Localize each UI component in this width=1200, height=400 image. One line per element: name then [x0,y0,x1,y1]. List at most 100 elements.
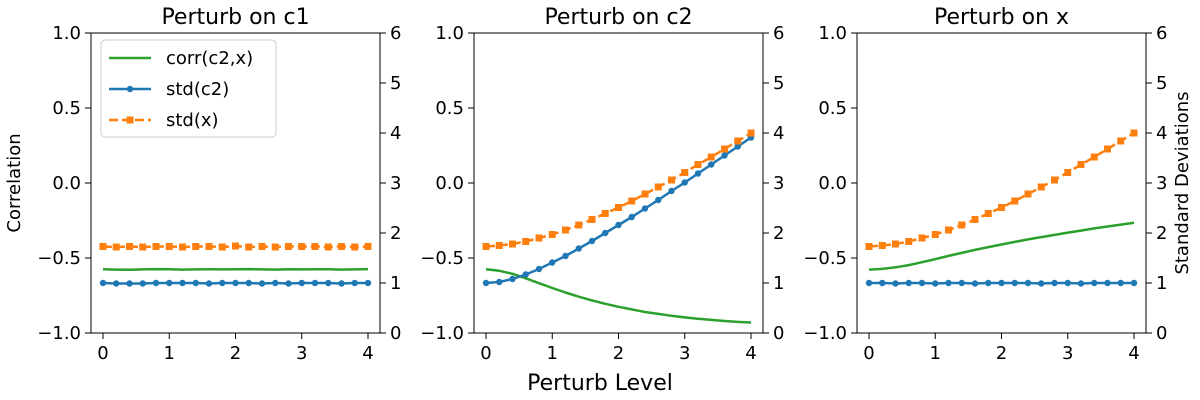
data-point-std-x [707,153,715,161]
x-tick-label: 0 [97,343,108,364]
data-point-std-x [984,210,992,217]
right-y-tick-label: 0 [390,323,401,344]
plot-frame [856,32,1147,334]
data-point-std-c2 [575,245,582,252]
data-point-std-c2 [272,279,279,287]
data-point-std-x [112,243,120,251]
data-point-std-x [192,243,200,250]
data-point-std-x [878,242,886,249]
legend-entry-label: corr(c2,x) [166,48,253,69]
right-y-tick-label: 1 [1156,273,1167,294]
data-point-std-c2 [734,143,741,150]
data-point-std-c2 [338,280,345,287]
data-point-std-c2 [628,213,635,221]
data-point-std-c2 [945,279,952,287]
data-point-std-c2 [245,279,252,287]
x-tick-label: 1 [930,343,941,364]
data-point-std-x [245,243,253,251]
data-point-std-x [509,240,516,248]
panel-title: Perturb on c2 [544,5,692,30]
data-point-std-x [165,243,173,250]
data-point-std-c2 [311,279,319,287]
data-point-std-x [918,234,926,242]
data-point-std-x [945,226,952,234]
legend-swatch-marker [126,85,134,93]
data-point-std-x [179,243,186,251]
panels: Perturb on c1 0 1 2 3 4 −1.0 −0.5 0.0 0.5 1.0 0 1 2 3 4… [37,5,1167,364]
data-point-std-c2 [602,229,609,237]
data-point-std-c2 [588,237,596,245]
right-y-tick-label: 1 [390,273,401,294]
legend-box [100,39,277,138]
right-y-tick-label: 5 [773,73,784,94]
data-point-std-c2 [1064,279,1071,287]
right-y-tick-label: 0 [773,323,784,344]
data-point-std-x [681,169,689,176]
data-point-std-c2 [482,279,490,287]
data-point-std-x [218,243,226,251]
data-point-std-c2 [918,279,926,287]
panel-2: Perturb on c2 0 1 2 3 4 −1.0 −0.5 0.0 0.5 1.0 0 1 2 3 4… [420,5,784,364]
data-point-std-x [232,242,239,250]
data-point-std-x [338,243,345,250]
data-point-std-x [1130,129,1138,137]
data-point-std-c2 [641,205,649,212]
data-point-std-c2 [668,187,675,195]
data-point-std-c2 [139,280,146,287]
data-point-std-c2 [932,280,939,287]
data-point-std-c2 [205,280,213,287]
right-y-tick-label: 2 [773,223,784,244]
data-point-std-x [1051,176,1058,184]
panel-title: Perturb on c1 [161,5,309,30]
data-point-std-x [654,183,662,191]
data-point-std-c2 [1091,279,1098,287]
data-point-std-x [958,221,966,229]
data-point-std-x [931,231,939,238]
series-line-std-x [868,131,1135,248]
data-point-std-x [324,243,332,251]
data-point-std-c2 [285,280,292,287]
x-tick-label: 0 [480,343,491,364]
x-tick-label: 1 [164,343,175,364]
data-point-std-c2 [985,279,992,287]
data-point-std-c2 [325,279,332,287]
data-point-std-c2 [166,279,173,287]
data-point-std-x [495,242,503,249]
x-tick-label: 4 [1128,343,1139,364]
data-point-std-x [1024,190,1032,198]
series-line-corr-c2-x [868,221,1135,271]
left-y-tick-label: 1.0 [818,23,847,44]
data-point-std-x [1104,145,1111,153]
left-y-tick-label: 0.5 [52,98,81,119]
left-y-tick-label: −0.5 [803,248,847,269]
data-point-std-x [298,243,306,250]
data-point-std-x [1077,161,1085,168]
left-y-tick-label: 1.0 [52,23,81,44]
right-y-tick-label: 2 [1156,223,1167,244]
data-point-std-x [747,129,755,137]
data-point-std-x [892,240,899,248]
data-point-std-c2 [1024,279,1032,287]
data-point-std-x [628,197,636,205]
right-y-tick-label: 0 [1156,323,1167,344]
right-y-tick-label: 3 [773,173,784,194]
right-y-tick-label: 5 [1156,73,1167,94]
data-point-std-c2 [1051,279,1058,287]
left-y-tick-label: −0.5 [37,248,81,269]
data-point-std-c2 [865,279,873,287]
data-point-std-x [205,243,213,250]
panel-title: Perturb on x [934,5,1069,30]
x-tick-label: 1 [547,343,558,364]
data-point-std-c2 [1130,279,1138,287]
data-point-std-x [601,210,609,217]
data-point-std-c2 [971,280,979,287]
data-point-std-c2 [998,279,1005,287]
data-point-std-x [1117,137,1125,145]
data-point-std-c2 [1104,279,1111,287]
data-point-std-x [548,231,556,238]
left-y-tick-label: 0.0 [435,173,464,194]
right-y-axis-label: Standard Deviations [1172,91,1193,274]
x-tick-label: 4 [745,343,756,364]
right-y-tick-label: 6 [1156,23,1167,44]
data-point-std-x [721,145,728,153]
